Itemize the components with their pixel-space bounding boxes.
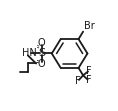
Text: F: F bbox=[75, 76, 81, 86]
Text: ”: ” bbox=[37, 59, 46, 63]
Text: S: S bbox=[38, 49, 45, 58]
Text: F: F bbox=[86, 75, 91, 85]
Text: O: O bbox=[38, 59, 46, 69]
Text: “: “ bbox=[37, 44, 46, 48]
Text: O: O bbox=[38, 38, 46, 48]
Text: HN: HN bbox=[22, 49, 36, 58]
Text: F: F bbox=[86, 66, 92, 76]
Text: Br: Br bbox=[84, 21, 95, 31]
